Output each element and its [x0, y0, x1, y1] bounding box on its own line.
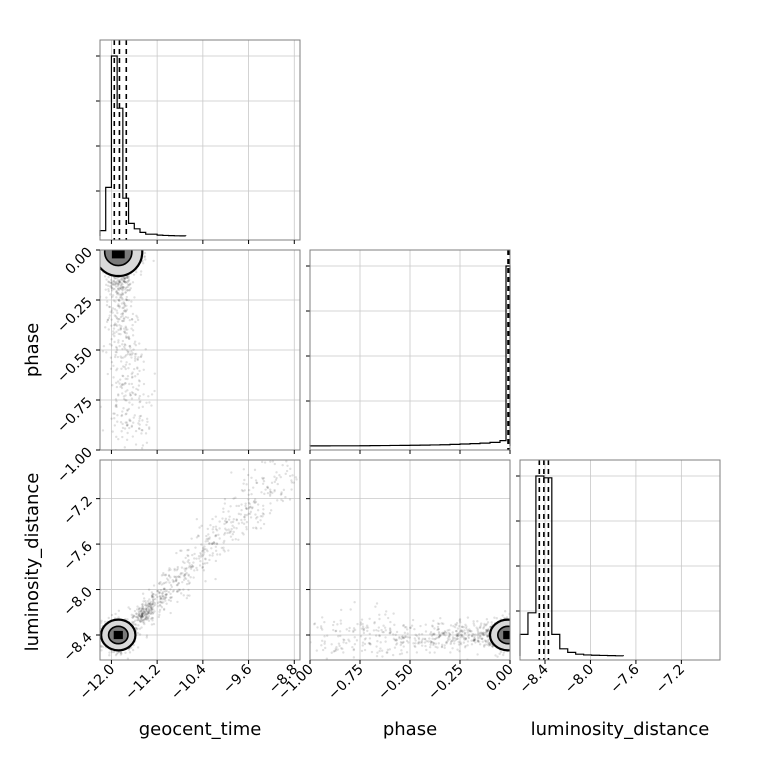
scatter-phase-vs-luminosity-distance-xtick-label-2: −0.50	[375, 662, 417, 704]
scatter-geocent-time-vs-luminosity-distance-xtick-label-1: −11.2	[122, 662, 164, 704]
scatter-geocent-time-vs-phase-points	[100, 250, 157, 450]
scatter-phase-vs-luminosity-distance-xtick-label-4: 0.00	[483, 662, 516, 695]
hist-luminosity-distance-frame	[519, 459, 721, 661]
scatter-phase-vs-luminosity-distance-points	[310, 601, 510, 660]
scatter-geocent-time-vs-luminosity-distance-xtick-label-0: −12.0	[77, 662, 119, 704]
hist-luminosity-distance-xtick-label-1: −8.0	[562, 662, 597, 697]
hist-luminosity-distance-xtick-label-2: −7.6	[607, 661, 642, 696]
y-axis-label-luminosity-distance: luminosity_distance	[22, 473, 43, 652]
scatter-geocent-time-vs-luminosity-distance-density-peak	[113, 630, 123, 640]
scatter-geocent-time-vs-luminosity-distance-ytick-label-2: −7.6	[60, 539, 95, 574]
scatter-geocent-time-vs-luminosity-distance-ytick-label-3: −7.2	[60, 493, 95, 528]
scatter-geocent-time-vs-phase-ytick-label-1: −0.75	[54, 395, 96, 437]
hist-geocent-time-frame	[99, 39, 301, 241]
scatter-geocent-time-vs-luminosity-distance-xtick-label-3: −9.6	[220, 661, 255, 696]
scatter-geocent-time-vs-luminosity-distance-frame	[99, 459, 301, 661]
scatter-geocent-time-vs-phase-density-peak	[111, 250, 125, 259]
x-axis-label-geocent-time: geocent_time	[139, 719, 262, 740]
x-axis-label-phase: phase	[383, 719, 437, 740]
scatter-phase-vs-luminosity-distance-density-peak	[503, 630, 510, 640]
scatter-geocent-time-vs-luminosity-distance-ytick-label-1: −8.0	[60, 584, 95, 619]
scatter-geocent-time-vs-phase-ytick-label-3: −0.25	[54, 295, 96, 337]
scatter-geocent-time-vs-phase-ytick-label-0: −1.00	[54, 445, 96, 487]
hist-geocent-time-background	[100, 40, 300, 240]
hist-luminosity-distance-xtick-label-0: −8.4	[516, 661, 551, 696]
scatter-geocent-time-vs-luminosity-distance-points	[100, 460, 300, 660]
scatter-geocent-time-vs-luminosity-distance-ytick-label-0: −8.4	[60, 629, 95, 664]
y-axis-label-phase: phase	[22, 323, 43, 377]
hist-geocent-time-steps	[99, 55, 187, 237]
scatter-geocent-time-vs-luminosity-distance-xtick-label-2: −10.4	[168, 661, 210, 703]
scatter-phase-vs-luminosity-distance-xtick-label-1: −0.75	[325, 662, 367, 704]
hist-luminosity-distance-xtick-label-3: −7.2	[653, 662, 688, 697]
hist-phase-steps	[309, 265, 511, 447]
hist-luminosity-distance-steps	[519, 475, 625, 657]
scatter-phase-vs-luminosity-distance-xtick-label-3: −0.25	[425, 662, 467, 704]
x-axis-label-luminosity-distance: luminosity_distance	[531, 719, 710, 740]
scatter-geocent-time-vs-phase-ytick-label-2: −0.50	[54, 345, 96, 387]
scatter-geocent-time-vs-phase-ytick-label-4: 0.00	[62, 245, 95, 278]
hist-luminosity-distance-background	[520, 460, 720, 660]
